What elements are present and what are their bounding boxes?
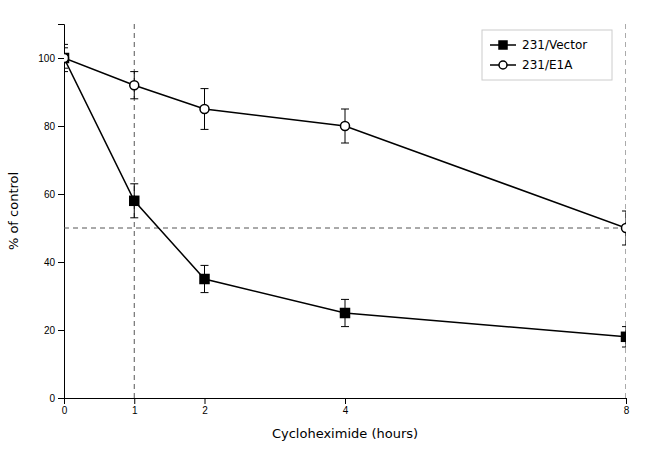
- y-tick-mark: [58, 58, 64, 59]
- x-axis-title: Cycloheximide (hours): [272, 426, 418, 441]
- x-tick-label: 0: [62, 405, 68, 416]
- error-bar-cap: [341, 326, 349, 327]
- x-tick-mark: [626, 398, 627, 404]
- error-bar-cap: [64, 71, 68, 72]
- y-axis-title: % of control: [6, 172, 21, 250]
- error-bar-cap: [201, 129, 209, 130]
- y-tick-mark: [58, 330, 64, 331]
- error-bar: [341, 109, 349, 143]
- error-bar-cap: [341, 299, 349, 300]
- legend-label: 231/E1A: [522, 58, 573, 72]
- error-bar: [130, 72, 138, 99]
- error-bar-cap: [64, 68, 68, 69]
- x-axis: 0 1 2 4 8: [62, 398, 630, 416]
- series-marker: [130, 81, 139, 90]
- legend-item: 231/E1A: [490, 58, 573, 72]
- x-tick: 2: [202, 398, 208, 416]
- error-bar-cap: [622, 245, 626, 246]
- x-tick-label: 8: [624, 405, 630, 416]
- y-tick: 100: [38, 53, 64, 64]
- x-tick: 4: [343, 398, 349, 416]
- y-tick-mark: [58, 194, 64, 195]
- legend-swatch-marker: [499, 41, 507, 49]
- x-axis-line: [65, 399, 627, 405]
- legend: 231/Vector 231/E1A: [482, 30, 612, 80]
- x-tick-mark: [345, 398, 346, 404]
- x-tick-label: 1: [132, 405, 138, 416]
- chart-container: 01248020406080100231/Vector231/E1ACycloh…: [0, 0, 650, 450]
- chart-svg: 01248020406080100231/Vector231/E1ACycloh…: [0, 0, 650, 450]
- error-bar-cap: [201, 265, 209, 266]
- error-bar: [201, 265, 209, 292]
- y-tick-label: 0: [49, 393, 55, 404]
- error-bar-cap: [64, 44, 68, 45]
- x-tick: 1: [132, 398, 138, 416]
- error-bar-cap: [622, 347, 626, 348]
- y-tick: 20: [44, 325, 64, 336]
- y-tick-label: 20: [44, 325, 56, 336]
- error-bar-cap: [341, 109, 349, 110]
- legend-swatch-marker: [499, 61, 507, 69]
- error-bar-cap: [64, 47, 68, 48]
- series-marker: [64, 54, 69, 63]
- y-tick-mark: [58, 126, 64, 127]
- y-tick: 80: [44, 121, 64, 132]
- x-tick: 8: [624, 398, 630, 416]
- error-bar-cap: [130, 183, 138, 184]
- reference-hline: [64, 228, 626, 229]
- y-tick-mark: [58, 398, 64, 399]
- y-tick: 60: [44, 189, 64, 200]
- plot: 01248020406080100231/Vector231/E1A: [38, 24, 630, 416]
- y-tick-mark: [58, 262, 64, 263]
- series-marker: [622, 224, 627, 233]
- error-bar-cap: [201, 88, 209, 89]
- y-tick-label: 100: [38, 53, 55, 64]
- error-bar-cap: [622, 326, 626, 327]
- series-marker: [341, 122, 350, 131]
- legend-label: 231/Vector: [522, 38, 587, 52]
- x-tick-mark: [134, 398, 135, 404]
- error-bar: [201, 89, 209, 130]
- y-axis-line: [58, 25, 65, 399]
- x-tick-label: 4: [343, 405, 349, 416]
- error-bar-cap: [201, 292, 209, 293]
- error-bar: [622, 327, 626, 347]
- series-marker: [200, 275, 209, 284]
- series-marker: [130, 196, 139, 205]
- error-bar-cap: [130, 217, 138, 218]
- series-line: [64, 58, 626, 337]
- series-marker: [200, 105, 209, 114]
- series-marker: [622, 332, 627, 341]
- error-bar: [341, 299, 349, 326]
- y-tick-label: 80: [44, 121, 56, 132]
- y-tick: 40: [44, 257, 64, 268]
- x-tick-label: 2: [202, 405, 208, 416]
- y-tick-label: 40: [44, 257, 56, 268]
- series-marker: [64, 54, 69, 63]
- error-bar: [64, 48, 68, 68]
- error-bar-cap: [341, 143, 349, 144]
- error-bar: [130, 184, 138, 218]
- y-axis: 0 20 40 60 80 100: [38, 25, 64, 404]
- error-bar-cap: [130, 98, 138, 99]
- series-line: [64, 58, 626, 228]
- x-tick-mark: [205, 398, 206, 404]
- x-tick: 0: [62, 398, 68, 416]
- marks: [64, 24, 626, 398]
- y-tick: 0: [49, 393, 64, 404]
- error-bar: [622, 211, 626, 245]
- error-bar-cap: [130, 71, 138, 72]
- series-marker: [341, 309, 350, 318]
- error-bar-cap: [622, 211, 626, 212]
- error-bar: [64, 44, 68, 71]
- legend-box: [482, 30, 612, 80]
- legend-item: 231/Vector: [490, 38, 587, 52]
- y-tick-label: 60: [44, 189, 56, 200]
